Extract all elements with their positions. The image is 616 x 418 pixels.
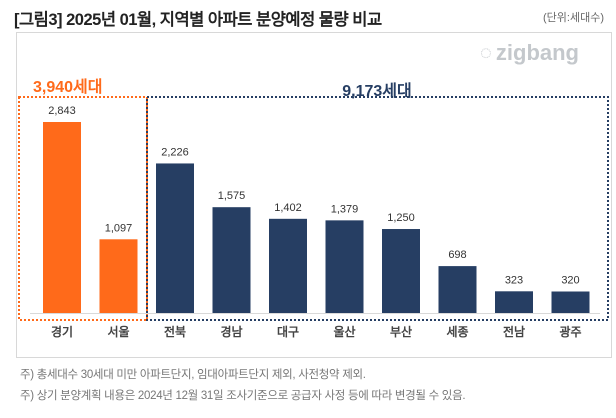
logo-icon: ◌: [480, 41, 492, 64]
value-label: 2,843: [48, 105, 76, 117]
value-label: 2,226: [161, 146, 189, 158]
footnote-1: 주) 총세대수 30세대 미만 아파트단지, 임대아파트단지 제외, 사전청약 …: [20, 369, 366, 381]
category-label: 세종: [446, 324, 468, 339]
value-label: 1,575: [218, 190, 246, 202]
page-title: [그림3] 2025년 01월, 지역별 아파트 분양예정 물량 비교: [14, 11, 382, 29]
bar-전남: [495, 291, 533, 313]
category-label: 울산: [333, 324, 355, 339]
category-label: 서울: [107, 324, 129, 339]
bar-세종: [438, 266, 477, 313]
group-box-capital: [18, 96, 148, 321]
category-label: 경남: [220, 324, 242, 339]
bar-경기: [43, 122, 81, 313]
category-label: 전북: [164, 324, 186, 339]
bar-부산: [382, 229, 420, 313]
footnote-2: 주) 상기 분양계획 내용은 2024년 12월 31일 조사기준으로 공급자 …: [20, 390, 466, 402]
group-box-regional: [146, 96, 609, 321]
bar-경남: [212, 207, 251, 313]
category-label: 대구: [277, 325, 299, 339]
value-label: 323: [505, 274, 523, 286]
category-label: 경기: [51, 324, 73, 339]
bar-서울: [99, 239, 138, 313]
category-label: 광주: [559, 324, 581, 339]
logo-text: zigbang: [495, 40, 579, 65]
bar-울산: [325, 220, 364, 313]
unit-label: (단위:세대수): [543, 12, 604, 24]
group-total-regional: 9,173세대: [342, 82, 411, 100]
value-label: 1,250: [387, 212, 415, 224]
bar-광주: [551, 291, 590, 313]
value-label: 698: [448, 249, 466, 261]
value-label: 320: [561, 275, 579, 287]
value-label: 1,379: [331, 203, 359, 215]
zigbang-logo: ◌ zigbang: [480, 40, 579, 66]
value-label: 1,097: [105, 222, 133, 234]
value-label: 1,402: [274, 202, 302, 214]
category-label: 전남: [503, 324, 525, 339]
chart-panel: [16, 32, 612, 358]
bar-대구: [269, 218, 307, 313]
bar-전북: [156, 163, 194, 313]
group-total-capital: 3,940세대: [33, 78, 102, 96]
category-label: 부산: [390, 324, 412, 339]
